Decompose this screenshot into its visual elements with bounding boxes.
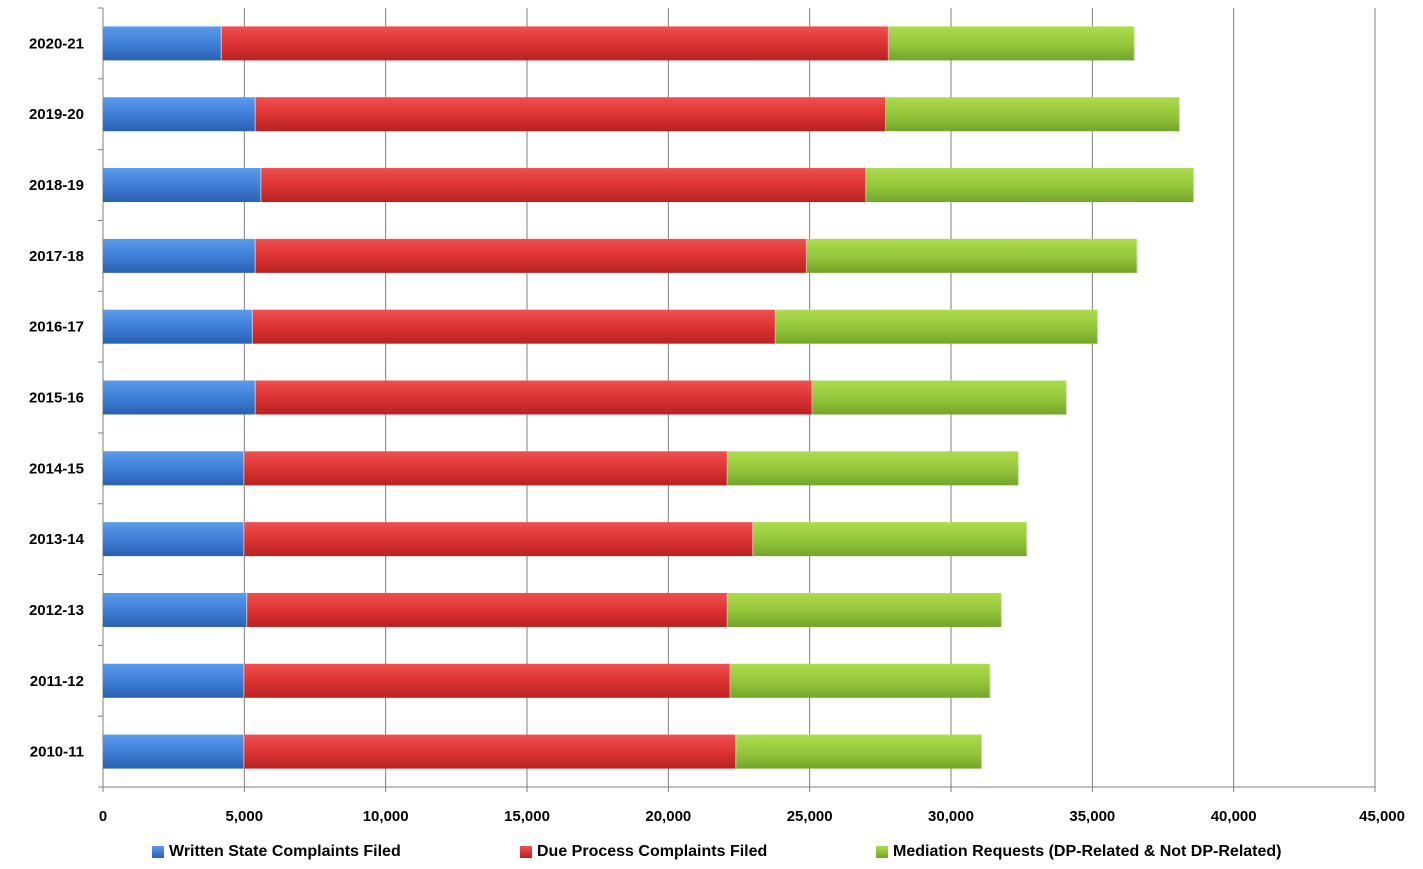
bar-segment <box>103 97 256 132</box>
x-tick-label: 35,000 <box>1069 808 1115 825</box>
bar-segment <box>244 734 737 769</box>
bar-segment <box>255 97 886 132</box>
bar-segment <box>806 238 1138 273</box>
x-tick-label: 20,000 <box>645 808 691 825</box>
bar-segment <box>221 26 889 61</box>
bar-segment <box>775 309 1098 344</box>
legend-swatch <box>152 846 164 858</box>
bar-segment <box>103 663 245 698</box>
bar-segment <box>736 734 983 769</box>
stacked-bar-chart: 2020-21 2019-20 2018-19 2017-18 2016-17 2015-… <box>29 7 1405 825</box>
x-tick-label: 15,000 <box>504 808 550 825</box>
category-label: 2016-17 <box>29 319 84 336</box>
legend: Written State Complaints Filed Due Proce… <box>0 843 1423 869</box>
x-tick-label: 5,000 <box>226 808 264 825</box>
bar-segment <box>103 380 256 415</box>
bar-segment <box>103 522 245 557</box>
x-tick-label: 25,000 <box>787 808 833 825</box>
bar-segment <box>103 592 248 627</box>
bar-segment <box>103 238 256 273</box>
legend-item-due-process-complaints: Due Process Complaints Filed <box>520 843 767 861</box>
bar-segment <box>103 309 253 344</box>
bar-segment <box>244 522 754 557</box>
bar-segment <box>103 451 245 486</box>
bar-segment <box>255 238 807 273</box>
x-tick-label: 45,000 <box>1359 808 1405 825</box>
bar-segment <box>727 592 1002 627</box>
bar-segment <box>888 26 1135 61</box>
bar-segment <box>244 451 728 486</box>
legend-item-mediation-requests: Mediation Requests (DP-Related & Not DP-… <box>876 843 1281 861</box>
x-tick-label: 10,000 <box>363 808 409 825</box>
bar-segment <box>812 380 1067 415</box>
bar-segment <box>885 97 1180 132</box>
bar-segment <box>866 168 1195 203</box>
legend-swatch <box>520 846 532 858</box>
bar-segment <box>730 663 991 698</box>
category-labels: 2020-21 2019-20 2018-19 2017-18 2016-17 2015-… <box>29 35 85 760</box>
legend-swatch <box>876 846 888 858</box>
category-label: 2020-21 <box>29 35 84 52</box>
bar-segment <box>727 451 1019 486</box>
bars <box>103 26 1196 769</box>
legend-label: Written State Complaints Filed <box>169 843 401 860</box>
bar-segment <box>244 663 731 698</box>
category-label: 2014-15 <box>29 460 84 477</box>
category-label: 2010-11 <box>30 744 84 761</box>
bar-segment <box>753 522 1028 557</box>
bar-segment <box>261 168 867 203</box>
bar-segment <box>103 734 245 769</box>
bar-segment <box>255 380 813 415</box>
x-tick-label: 40,000 <box>1211 808 1257 825</box>
bar-segment <box>103 26 222 61</box>
x-tick-label: 30,000 <box>928 808 974 825</box>
category-label: 2017-18 <box>29 248 84 265</box>
x-tick-labels: 0 5,000 10,000 15,000 20,000 25,000 30,000 35,0… <box>99 808 1405 825</box>
legend-item-written-state-complaints: Written State Complaints Filed <box>152 843 401 861</box>
x-tick-label: 0 <box>99 808 107 825</box>
category-label: 2012-13 <box>29 602 84 619</box>
legend-label: Due Process Complaints Filed <box>537 843 768 860</box>
category-label: 2015-16 <box>29 390 84 407</box>
category-label: 2013-14 <box>29 531 85 548</box>
category-label: 2018-19 <box>29 177 84 194</box>
legend-label: Mediation Requests (DP-Related & Not DP-… <box>893 843 1282 860</box>
category-label: 2011-12 <box>30 673 84 690</box>
category-label: 2019-20 <box>29 106 84 123</box>
bar-segment <box>247 592 728 627</box>
bar-segment <box>103 168 262 203</box>
bar-segment <box>252 309 776 344</box>
